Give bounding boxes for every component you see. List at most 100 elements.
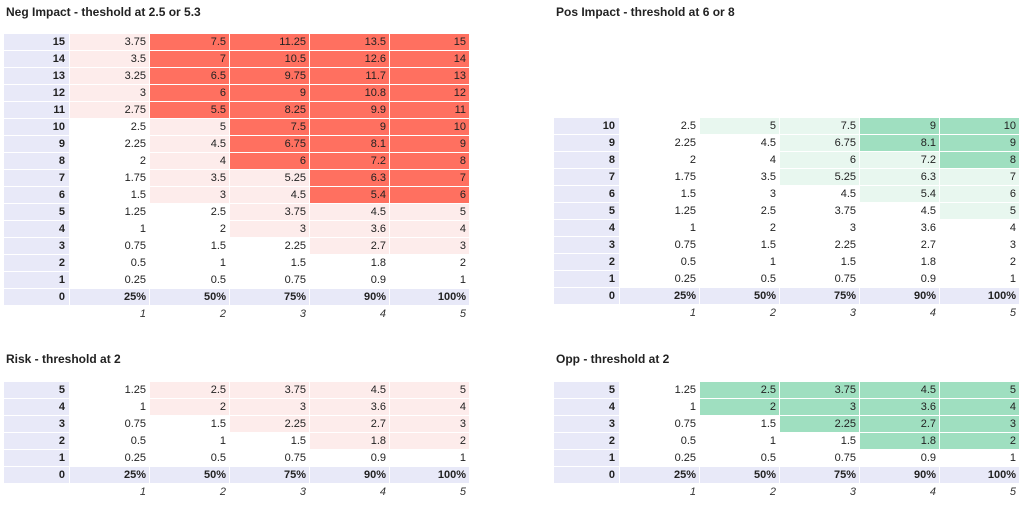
value-cell: 3: [940, 416, 1020, 433]
percentage-cell: 50%: [150, 467, 230, 484]
value-cell: 3: [230, 399, 310, 416]
value-cell: 2.5: [150, 204, 230, 221]
table-row: 12 3 6 9 10.8 12: [4, 85, 470, 102]
percentage-cell: 90%: [310, 289, 390, 306]
row-label: 1: [554, 450, 620, 467]
value-cell: 2: [620, 152, 700, 169]
value-cell: 4: [150, 153, 230, 170]
value-cell: 1.5: [150, 416, 230, 433]
row-label: 5: [554, 382, 620, 399]
value-cell: 1: [70, 221, 150, 238]
percentage-row: 0 25% 50% 75% 90% 100%: [4, 289, 470, 306]
value-cell: 2.5: [620, 118, 700, 135]
percentage-cell: 25%: [620, 288, 700, 305]
value-cell: 0.9: [310, 272, 390, 289]
value-cell: 0.75: [230, 450, 310, 467]
table-row: 1 0.25 0.5 0.75 0.9 1: [554, 271, 1020, 288]
neg-impact-title: Neg Impact - theshold at 2.5 or 5.3: [6, 5, 201, 19]
row-label: 8: [4, 153, 70, 170]
value-cell: 2: [940, 433, 1020, 450]
value-cell: 4: [700, 152, 780, 169]
value-cell: 3.6: [310, 221, 390, 238]
value-cell: 1.5: [620, 186, 700, 203]
row-label: 1: [554, 271, 620, 288]
table-row: 10 2.5 5 7.5 9 10: [554, 118, 1020, 135]
table-row: 4 1 2 3 3.6 4: [554, 399, 1020, 416]
value-cell: 1: [150, 255, 230, 272]
value-cell: 10: [390, 119, 470, 136]
value-cell: 9: [310, 119, 390, 136]
value-cell: 0.75: [780, 271, 860, 288]
value-cell: 1: [700, 254, 780, 271]
value-cell: 3: [150, 187, 230, 204]
value-cell: 2.25: [70, 136, 150, 153]
value-cell: 0.5: [620, 433, 700, 450]
value-cell: 9: [940, 135, 1020, 152]
value-cell: 2: [390, 433, 470, 450]
value-cell: 0.5: [700, 271, 780, 288]
percentage-cell: 75%: [780, 467, 860, 484]
value-cell: 2.7: [310, 416, 390, 433]
value-cell: 7.5: [780, 118, 860, 135]
percentage-cell: 100%: [390, 467, 470, 484]
table-row: 10 2.5 5 7.5 9 10: [4, 119, 470, 136]
index-cell: 4: [860, 305, 940, 322]
index-cell: 3: [230, 484, 310, 501]
value-cell: 1: [390, 272, 470, 289]
table-row: 6 1.5 3 4.5 5.4 6: [4, 187, 470, 204]
value-cell: 6.75: [230, 136, 310, 153]
index-cell: 1: [70, 306, 150, 323]
table-row: 2 0.5 1 1.5 1.8 2: [554, 254, 1020, 271]
value-cell: 3.25: [70, 68, 150, 85]
row-label: 3: [4, 238, 70, 255]
index-cell: 5: [940, 484, 1020, 501]
index-cell: 4: [860, 484, 940, 501]
value-cell: 9.9: [310, 102, 390, 119]
value-cell: 8.25: [230, 102, 310, 119]
value-cell: 13: [390, 68, 470, 85]
percentage-row: 0 25% 50% 75% 90% 100%: [554, 288, 1020, 305]
value-cell: 4: [940, 399, 1020, 416]
value-cell: 6.3: [860, 169, 940, 186]
row-label: 5: [4, 382, 70, 399]
index-cell: 2: [700, 305, 780, 322]
value-cell: 0.9: [310, 450, 390, 467]
value-cell: 3.6: [310, 399, 390, 416]
value-cell: 9: [860, 118, 940, 135]
value-cell: 1: [70, 399, 150, 416]
value-cell: 2.25: [780, 416, 860, 433]
value-cell: 7: [940, 169, 1020, 186]
row-label: 2: [4, 433, 70, 450]
row-label: 12: [4, 85, 70, 102]
value-cell: 0.75: [70, 416, 150, 433]
row-label: 7: [4, 170, 70, 187]
value-cell: 3: [390, 238, 470, 255]
value-cell: 1.75: [620, 169, 700, 186]
index-cell: 1: [70, 484, 150, 501]
table-row: 8 2 4 6 7.2 8: [554, 152, 1020, 169]
row-label: 5: [4, 204, 70, 221]
value-cell: 3.5: [700, 169, 780, 186]
value-cell: 0.5: [150, 450, 230, 467]
value-cell: 2: [940, 254, 1020, 271]
table-row: 2 0.5 1 1.5 1.8 2: [554, 433, 1020, 450]
row-label: 3: [554, 416, 620, 433]
value-cell: 1: [620, 220, 700, 237]
value-cell: 7.2: [310, 153, 390, 170]
value-cell: 0.5: [700, 450, 780, 467]
value-cell: 3.75: [230, 204, 310, 221]
value-cell: 3: [70, 85, 150, 102]
table-row: 3 0.75 1.5 2.25 2.7 3: [554, 237, 1020, 254]
value-cell: 4.5: [230, 187, 310, 204]
row-label: 13: [4, 68, 70, 85]
value-cell: 5: [940, 382, 1020, 399]
row-label: 0: [4, 467, 70, 484]
value-cell: 1.5: [70, 187, 150, 204]
value-cell: 2: [700, 220, 780, 237]
row-label: 11: [4, 102, 70, 119]
value-cell: 5.25: [230, 170, 310, 187]
value-cell: 6.5: [150, 68, 230, 85]
percentage-cell: 100%: [390, 289, 470, 306]
